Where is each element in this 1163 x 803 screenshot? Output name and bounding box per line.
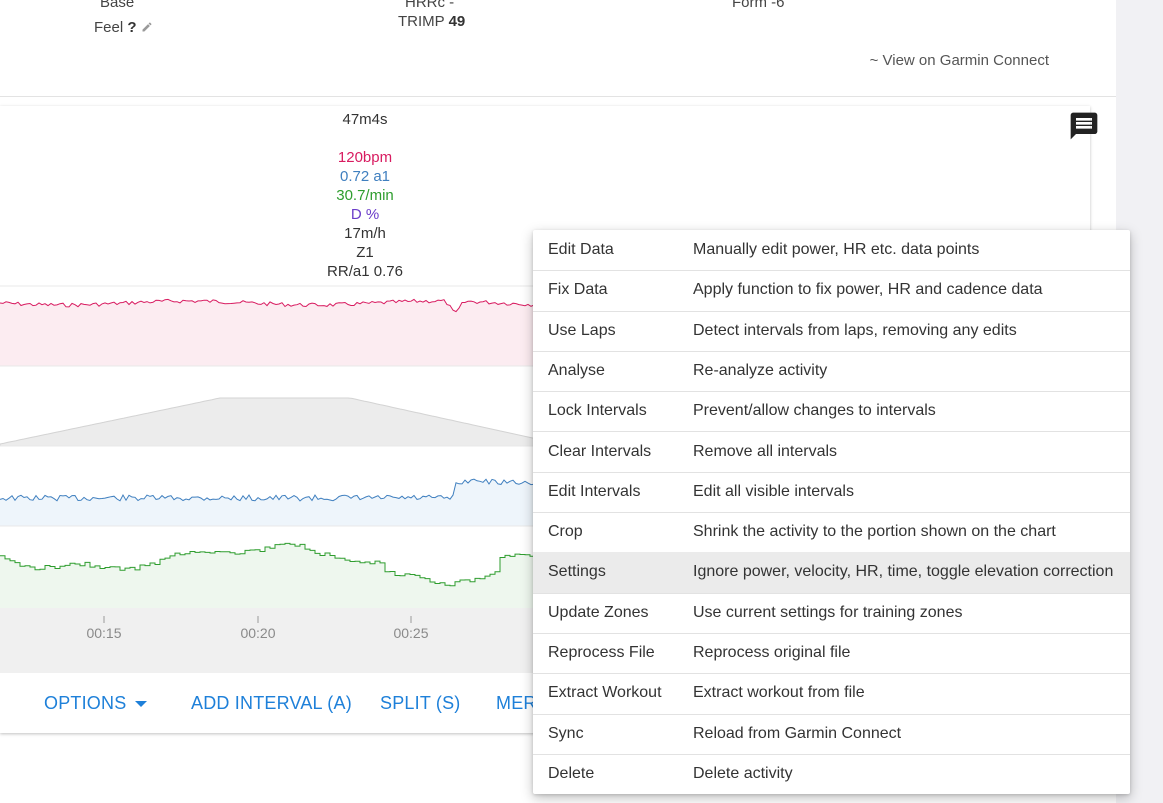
menu-item-sync[interactable]: Sync Reload from Garmin Connect bbox=[533, 714, 1130, 755]
menu-item-reprocess-file[interactable]: Reprocess File Reprocess original file bbox=[533, 633, 1130, 675]
split-button[interactable]: SPLIT (S) bbox=[380, 693, 461, 713]
menu-item-delete[interactable]: Delete Delete activity bbox=[533, 754, 1130, 794]
menu-item-description: Apply function to fix power, HR and cade… bbox=[693, 281, 1043, 299]
menu-item-label: Analyse bbox=[548, 361, 605, 379]
menu-item-label: Edit Data bbox=[548, 241, 614, 258]
tooltip-elevation-rate: 17m/h bbox=[344, 225, 386, 242]
menu-item-lock-intervals[interactable]: Lock Intervals Prevent/allow changes to i… bbox=[533, 391, 1130, 433]
feel-label: Feel bbox=[94, 19, 124, 36]
menu-item-description: Reload from Garmin Connect bbox=[693, 724, 902, 742]
menu-item-description: Reprocess original file bbox=[693, 644, 851, 661]
summary-form: Form -6 bbox=[732, 0, 785, 11]
options-menu: Edit Data Manually edit power, HR etc. da… bbox=[533, 230, 1130, 794]
tooltip-alpha1: 0.72 a1 bbox=[339, 168, 391, 185]
menu-item-settings[interactable]: Settings Ignore power, velocity, HR, time… bbox=[533, 552, 1130, 594]
axis-tick-label: 00:25 bbox=[393, 625, 428, 641]
menu-item-crop[interactable]: Crop Shrink the activity to the portion s… bbox=[533, 512, 1130, 554]
menu-item-extract-workout[interactable]: Extract Workout Extract workout from file bbox=[533, 673, 1130, 715]
summary-base: Base bbox=[100, 0, 135, 11]
menu-item-label: Use Laps bbox=[548, 321, 616, 339]
menu-item-label: Fix Data bbox=[548, 281, 608, 299]
options-button[interactable]: OPTIONS bbox=[44, 693, 148, 714]
tooltip-zone: Z1 bbox=[356, 244, 374, 261]
menu-item-label: Update Zones bbox=[548, 603, 649, 621]
menu-item-description: Prevent/allow changes to intervals bbox=[693, 402, 936, 420]
menu-item-description: Extract workout from file bbox=[693, 684, 865, 702]
menu-item-analyse[interactable]: Analyse Re-analyze activity bbox=[533, 351, 1130, 393]
menu-item-description: Edit all visible intervals bbox=[693, 482, 854, 500]
menu-item-label: Sync bbox=[548, 724, 584, 742]
trimp-value: 49 bbox=[448, 13, 466, 30]
menu-item-use-laps[interactable]: Use Laps Detect intervals from laps, remo… bbox=[533, 311, 1130, 352]
axis-tick: 00:15 bbox=[86, 616, 122, 641]
comment-icon[interactable] bbox=[1068, 110, 1100, 142]
trimp-label: TRIMP bbox=[398, 13, 445, 30]
feel-field[interactable]: Feel ? bbox=[94, 19, 153, 36]
tooltip-rr-alpha1: RR/a1 0.76 bbox=[327, 263, 403, 280]
tooltip-hr: 120bpm bbox=[337, 149, 393, 166]
menu-item-label: Settings bbox=[548, 563, 606, 581]
axis-tick: 00:25 bbox=[393, 616, 429, 641]
axis-tick: 00:20 bbox=[240, 616, 276, 641]
menu-item-label: Edit Intervals bbox=[548, 482, 641, 500]
menu-item-description: Shrink the activity to the portion shown… bbox=[693, 523, 1056, 541]
menu-item-description: Ignore power, velocity, HR, time, toggle… bbox=[693, 563, 1114, 581]
axis-tick-label: 00:20 bbox=[240, 625, 275, 641]
menu-item-description: Re-analyze activity bbox=[693, 361, 828, 379]
feel-value: ? bbox=[127, 19, 137, 36]
menu-item-description: Manually edit power, HR etc. data points bbox=[693, 241, 980, 258]
tooltip-decoupling: D % bbox=[350, 206, 380, 223]
divider bbox=[0, 96, 1116, 97]
menu-item-label: Delete bbox=[548, 764, 595, 782]
chart-toolbar: OPTIONS ADD INTERVAL (A) SPLIT (S) MER bbox=[0, 673, 1090, 733]
pencil-icon[interactable] bbox=[141, 21, 153, 33]
menu-item-label: Clear Intervals bbox=[548, 442, 652, 460]
garmin-connect-link[interactable]: ~ View on Garmin Connect bbox=[869, 52, 1049, 69]
menu-item-edit-data[interactable]: Edit Data Manually edit power, HR etc. da… bbox=[533, 230, 1130, 272]
menu-item-label: Crop bbox=[548, 523, 583, 541]
menu-item-description: Delete activity bbox=[693, 764, 793, 782]
axis-tick-label: 00:15 bbox=[86, 625, 121, 641]
menu-item-description: Detect intervals from laps, removing any… bbox=[693, 321, 1017, 339]
menu-item-update-zones[interactable]: Update Zones Use current settings for tra… bbox=[533, 593, 1130, 634]
menu-item-fix-data[interactable]: Fix Data Apply function to fix power, HR … bbox=[533, 270, 1130, 312]
caret-down-icon bbox=[135, 701, 148, 708]
tooltip-breathing: 30.7/min bbox=[336, 187, 394, 204]
tooltip-duration: 47m4s bbox=[342, 111, 388, 128]
menu-item-label: Reprocess File bbox=[548, 644, 655, 661]
menu-item-label: Lock Intervals bbox=[548, 402, 647, 420]
add-interval-button[interactable]: ADD INTERVAL (A) bbox=[191, 693, 352, 713]
menu-item-label: Extract Workout bbox=[548, 684, 662, 702]
menu-item-clear-intervals[interactable]: Clear Intervals Remove all intervals bbox=[533, 432, 1130, 473]
menu-item-description: Remove all intervals bbox=[693, 442, 838, 460]
menu-item-description: Use current settings for training zones bbox=[693, 603, 963, 621]
merge-button[interactable]: MER bbox=[496, 693, 537, 713]
options-label: OPTIONS bbox=[44, 693, 127, 713]
menu-item-edit-intervals[interactable]: Edit Intervals Edit all visible intervals bbox=[533, 472, 1130, 514]
summary-hrrc: HRRc - bbox=[405, 0, 455, 11]
trimp-field: TRIMP 49 bbox=[398, 13, 465, 30]
